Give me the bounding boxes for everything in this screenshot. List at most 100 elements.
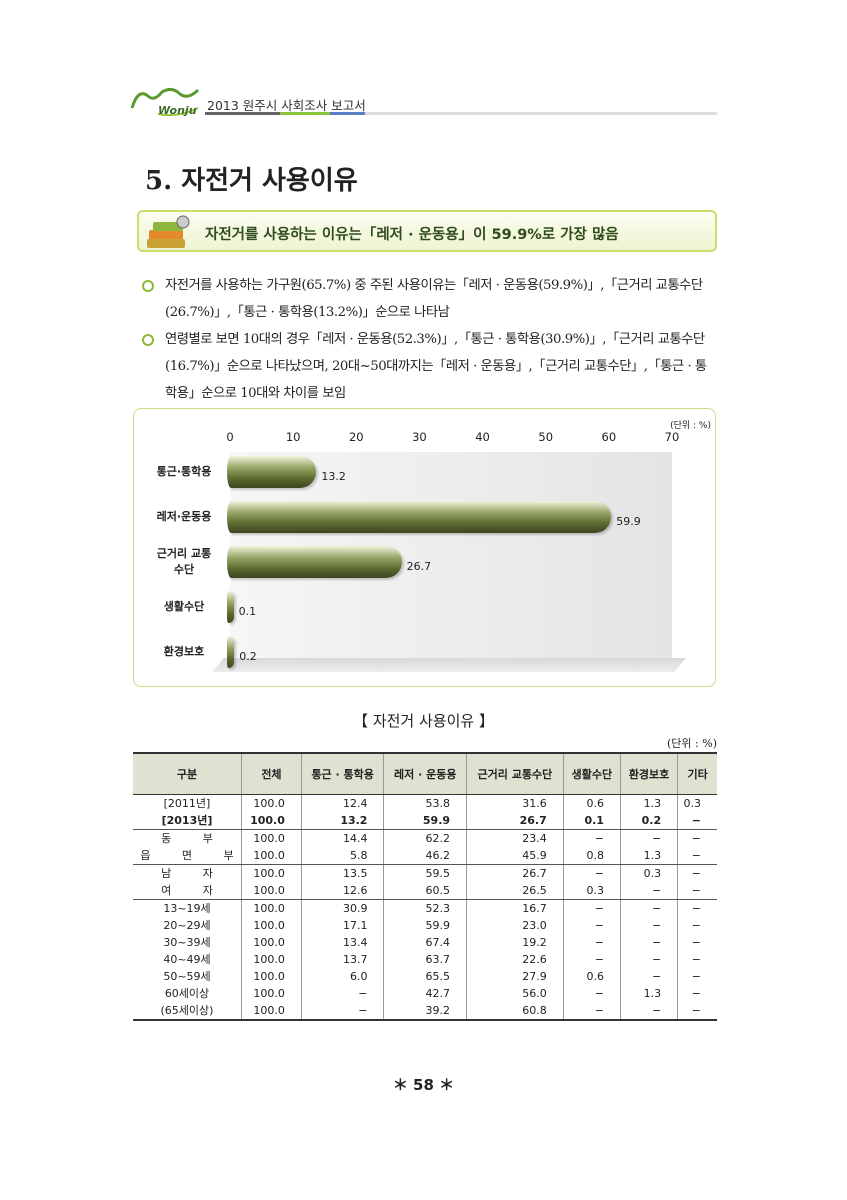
cell: 100.0 <box>241 812 302 830</box>
cell: − <box>619 899 678 917</box>
value-label: 0.2 <box>239 650 257 663</box>
cell: 63.7 <box>383 951 467 968</box>
category-label: 근거리 교통수단 <box>156 547 212 576</box>
cell: − <box>677 917 717 934</box>
category-label: 레저·운동용 <box>156 510 212 523</box>
header-rule <box>330 112 365 115</box>
table-row: 50~59세 100.0 6.0 65.5 27.9 0.6− − <box>133 968 717 985</box>
cell: 39.2 <box>383 1002 467 1021</box>
bar <box>227 591 234 623</box>
bullet: 자전거를 사용하는 가구원(65.7%) 중 주된 사용이유는「레저 · 운동용… <box>140 272 718 326</box>
cell: 26.7 <box>466 864 564 882</box>
bar <box>227 456 317 488</box>
column-header: 생활수단 <box>562 752 621 795</box>
row-label: 40~49세 <box>163 952 211 966</box>
cell: 12.4 <box>300 794 384 812</box>
cell: 16.7 <box>466 899 564 917</box>
cell: − <box>677 934 717 951</box>
cell: 6.0 <box>300 968 384 985</box>
category-label: 환경보호 <box>163 645 205 658</box>
row-label: 60세이상 <box>164 986 210 1000</box>
column-header: 환경보호 <box>619 752 678 795</box>
row-label: [2011년] <box>163 796 211 810</box>
row-label: 읍 면 부 <box>133 847 242 865</box>
summary-icon <box>147 215 190 248</box>
cell: 0.3 <box>562 882 621 900</box>
table-row: 20~29세 100.0 17.1 59.9 23.0− − − <box>133 917 717 934</box>
cell: − <box>677 882 717 900</box>
cell: − <box>677 951 717 968</box>
cell: 0.8 <box>562 847 621 865</box>
cell: 52.3 <box>383 899 467 917</box>
value-label: 13.2 <box>321 470 346 483</box>
cell: − <box>619 829 678 847</box>
cell: 27.9 <box>466 968 564 985</box>
logo: Wonju <box>128 84 203 120</box>
bullet-list: 자전거를 사용하는 가구원(65.7%) 중 주된 사용이유는「레저 · 운동용… <box>140 272 718 407</box>
cell: 100.0 <box>241 917 302 934</box>
row-label: 30~39세 <box>163 935 211 949</box>
cell: 1.3 <box>619 794 678 812</box>
cell: 100.0 <box>241 899 302 917</box>
cell: 26.7 <box>466 812 564 830</box>
table-caption: 【 자전거 사용이유 】 <box>353 712 494 730</box>
page-number: ＊ 58 ＊ <box>392 1076 455 1094</box>
cell: 100.0 <box>241 829 302 847</box>
row-label: 20~29세 <box>163 918 211 932</box>
cell: 23.4 <box>466 829 564 847</box>
cell: 0.2 <box>619 812 678 830</box>
cell: − <box>677 864 717 882</box>
cell: 67.4 <box>383 934 467 951</box>
x-tick-label: 60 <box>601 430 617 444</box>
row-label: [2013년] <box>133 812 242 830</box>
cell: 53.8 <box>383 794 467 812</box>
table-row: 60세이상 100.0−42.7 56.0−1.3− <box>133 985 717 1002</box>
cell: 100.0 <box>241 882 302 900</box>
table-row: 40~49세 100.0 13.7 63.7 22.6− − − <box>133 951 717 968</box>
chart-unit: (단위 : %) <box>670 421 711 431</box>
cell: − <box>562 829 621 847</box>
table-row: (65세이상) 100.0−39.2 60.8− − − <box>133 1002 717 1021</box>
cell: 0.6 <box>562 794 621 812</box>
header-title: 2013 원주시 사회조사 보고서 <box>207 98 366 113</box>
header-rule <box>280 112 330 115</box>
cell: − <box>677 1002 717 1021</box>
cell: − <box>677 847 717 865</box>
cell: 14.4 <box>300 829 384 847</box>
cell: − <box>677 985 717 1002</box>
table-row: 동 부 100.0 14.4 62.2 23.4− − − <box>133 829 717 847</box>
table-row: [2013년] 100.0 13.2 59.9 26.7 0.1 0.2− <box>133 812 717 830</box>
value-label: 0.1 <box>238 605 257 618</box>
summary-box: 자전거를 사용하는 이유는「레저 · 운동용」이 59.9%로 가장 많음 <box>137 210 717 252</box>
x-tick-label: 40 <box>475 430 490 444</box>
table-row: 남 자 100.0 13.5 59.5 26.7−0.3− <box>133 864 717 882</box>
row-label: 남 자 <box>161 866 213 880</box>
bullet: 연령별로 보면 10대의 경우「레저 · 운동용(52.3%)」,「통근 · 통… <box>140 326 718 407</box>
category-label: 생활수단 <box>163 600 205 613</box>
cell: 65.5 <box>383 968 467 985</box>
row-group: 남 자 100.0 13.5 59.5 26.7−0.3− 여 자 100.0 12.6 60.… <box>133 864 717 900</box>
cell: 60.5 <box>383 882 467 900</box>
cell: 0.1 <box>562 812 621 830</box>
category-label: 통근·통학용 <box>156 465 212 478</box>
x-tick-label: 70 <box>664 430 680 444</box>
cell: 1.3 <box>619 847 678 865</box>
table-unit: (단위 : %) <box>667 737 717 750</box>
cell: − <box>619 917 678 934</box>
cell: 12.6 <box>300 882 384 900</box>
cell: 100.0 <box>241 968 302 985</box>
cell: 13.5 <box>300 864 384 882</box>
cell: 5.8 <box>300 847 384 865</box>
table-row: 여 자 100.0 12.6 60.5 26.5 0.3− − <box>133 882 717 900</box>
cell: 13.2 <box>300 812 384 830</box>
header-row: 구분 전체 통근 · 통학용 레저 · 운동용 근거리 교통수단 생활수단 환경보호 기타 <box>133 752 717 795</box>
x-tick-label: 0 <box>226 430 234 444</box>
cell: 17.1 <box>300 917 384 934</box>
cell: − <box>562 1002 621 1021</box>
cell: − <box>677 899 717 917</box>
cell: 13.7 <box>300 951 384 968</box>
cell: 13.4 <box>300 934 384 951</box>
row-label: 13~19세 <box>163 901 211 915</box>
cell: 60.8 <box>466 1002 564 1021</box>
